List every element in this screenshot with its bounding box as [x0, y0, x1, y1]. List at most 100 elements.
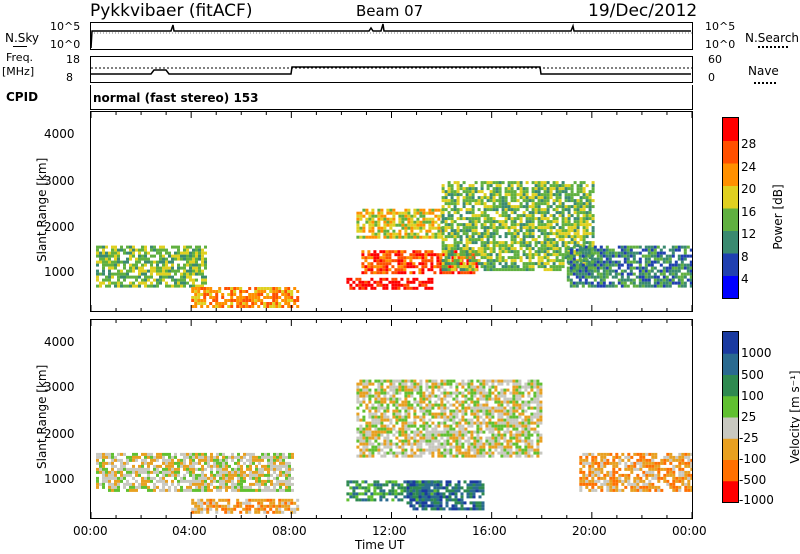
velocity-cell — [379, 498, 383, 502]
velocity-cell — [374, 424, 378, 428]
velocity-cell — [512, 403, 516, 407]
power-cell — [516, 223, 520, 227]
power-cell — [272, 305, 276, 308]
power-cell — [459, 193, 463, 197]
power-cell — [186, 251, 189, 255]
velocity-cell — [365, 427, 369, 431]
velocity-cell — [207, 461, 210, 465]
velocity-cell — [264, 473, 267, 477]
power-cell — [290, 296, 294, 299]
velocity-cell — [461, 445, 465, 449]
velocity-cell — [389, 442, 393, 446]
power-cell — [501, 268, 505, 272]
power-cell — [590, 251, 594, 255]
velocity-cell — [512, 406, 516, 410]
power-cell — [561, 262, 565, 266]
velocity-cell — [135, 455, 138, 459]
power-cell — [129, 248, 132, 252]
velocity-cell — [377, 406, 381, 410]
power-cell — [365, 208, 369, 212]
power-cell — [492, 250, 496, 254]
velocity-cell — [198, 452, 201, 456]
velocity-cell — [368, 379, 372, 383]
velocity-cell — [206, 510, 210, 514]
velocity-cell — [446, 442, 450, 446]
power-colorbar-fill — [723, 118, 738, 299]
velocity-cell — [273, 461, 276, 465]
velocity-cell — [437, 448, 441, 452]
velocity-cell — [245, 501, 249, 505]
velocity-cell — [123, 473, 126, 477]
power-cell — [522, 193, 526, 197]
velocity-cell — [524, 382, 528, 386]
velocity-cell — [246, 473, 249, 477]
velocity-cell — [434, 403, 438, 407]
power-cell — [608, 281, 612, 285]
velocity-cell — [267, 467, 270, 471]
power-cell — [528, 256, 532, 260]
velocity-cell — [424, 483, 428, 487]
colorbar-segment — [723, 208, 738, 231]
velocity-cell — [183, 473, 186, 477]
velocity-cell — [356, 436, 360, 440]
power-cell — [638, 251, 642, 255]
power-cell — [549, 265, 553, 269]
power-cell — [153, 254, 156, 258]
power-cell — [585, 229, 589, 233]
power-cell — [138, 260, 141, 264]
power-cell — [573, 241, 577, 245]
power-cell — [165, 284, 168, 288]
velocity-cell — [209, 507, 213, 511]
power-cell — [102, 257, 105, 261]
velocity-cell — [500, 379, 504, 383]
velocity-cell — [159, 464, 162, 468]
velocity-cell — [231, 482, 234, 486]
power-cell — [201, 263, 204, 267]
power-cell — [465, 256, 469, 260]
velocity-cell — [189, 485, 192, 489]
power-cell — [683, 254, 687, 258]
power-cell — [543, 202, 547, 206]
power-cell — [450, 193, 454, 197]
power-cell — [588, 202, 592, 206]
velocity-cell — [99, 482, 102, 486]
velocity-cell — [434, 382, 438, 386]
power-cell — [471, 265, 475, 269]
power-cell — [471, 259, 475, 263]
power-cell — [513, 217, 517, 221]
power-cell — [180, 275, 183, 279]
power-cell — [525, 268, 529, 272]
power-cell — [413, 226, 417, 230]
velocity-cell — [506, 424, 510, 428]
velocity-cell — [276, 488, 279, 492]
velocity-cell — [279, 473, 282, 477]
power-cell — [507, 205, 511, 209]
velocity-cell — [260, 507, 264, 511]
power-cell — [680, 278, 684, 282]
velocity-cell — [482, 412, 486, 416]
power-cell — [489, 265, 493, 269]
power-cell — [552, 220, 556, 224]
power-cell — [215, 302, 219, 305]
power-cell — [513, 205, 517, 209]
velocity-cell — [222, 485, 225, 489]
velocity-cell — [473, 388, 477, 392]
velocity-cell — [455, 436, 459, 440]
power-cell — [555, 187, 559, 191]
power-cell — [370, 265, 374, 269]
power-cell — [195, 257, 198, 261]
power-cell — [653, 266, 657, 270]
power-cell — [183, 266, 186, 270]
power-cell — [427, 280, 431, 284]
velocity-cell — [449, 424, 453, 428]
power-cell — [486, 184, 490, 188]
power-cell — [483, 229, 487, 233]
velocity-cell — [470, 421, 474, 425]
power-cell — [519, 223, 523, 227]
power-cell — [361, 262, 365, 266]
velocity-cell — [437, 415, 441, 419]
power-cell — [582, 232, 586, 236]
velocity-cell — [156, 452, 159, 456]
power-cell — [150, 260, 153, 264]
velocity-cell — [479, 442, 483, 446]
